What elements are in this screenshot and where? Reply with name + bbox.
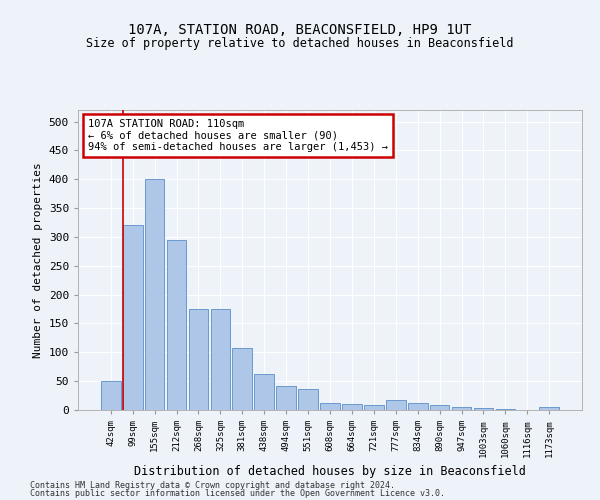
Bar (145, 179, 164, 410)
Bar (298, 388, 318, 410)
Text: Contains HM Land Registry data © Crown copyright and database right 2024.: Contains HM Land Registry data © Crown c… (30, 480, 395, 490)
Bar (167, 240, 187, 410)
Y-axis label: Number of detached properties: Number of detached properties (33, 162, 43, 358)
Bar (364, 405, 384, 410)
Bar (211, 309, 230, 410)
Bar (452, 407, 472, 410)
Bar (123, 226, 143, 410)
Bar (430, 406, 449, 410)
Bar (276, 386, 296, 410)
Bar (254, 374, 274, 410)
Bar (101, 381, 121, 410)
Bar (320, 403, 340, 410)
Bar (473, 408, 493, 410)
Text: Contains public sector information licensed under the Open Government Licence v3: Contains public sector information licen… (30, 489, 445, 498)
Bar (188, 309, 208, 410)
Text: 107A STATION ROAD: 110sqm
← 6% of detached houses are smaller (90)
94% of semi-d: 107A STATION ROAD: 110sqm ← 6% of detach… (88, 119, 388, 152)
X-axis label: Distribution of detached houses by size in Beaconsfield: Distribution of detached houses by size … (134, 465, 526, 478)
Text: Size of property relative to detached houses in Beaconsfield: Size of property relative to detached ho… (86, 38, 514, 51)
Bar (232, 348, 252, 410)
Bar (386, 400, 406, 410)
Bar (539, 407, 559, 410)
Text: 107A, STATION ROAD, BEACONSFIELD, HP9 1UT: 107A, STATION ROAD, BEACONSFIELD, HP9 1U… (128, 22, 472, 36)
Bar (342, 404, 362, 410)
Bar (408, 403, 428, 410)
